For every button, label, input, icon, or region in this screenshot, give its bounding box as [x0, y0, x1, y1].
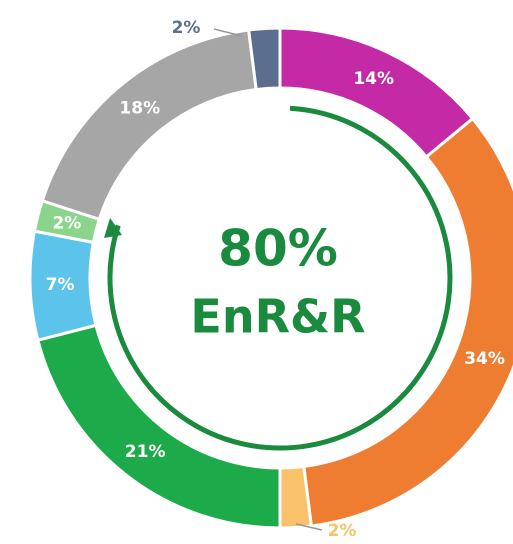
center-value: 80%: [218, 220, 338, 278]
data-label: 2%: [328, 521, 357, 541]
donut-segment: [302, 116, 513, 528]
arrow-arc: [107, 105, 453, 451]
center-label: EnR&R: [190, 290, 365, 344]
data-label: 14%: [353, 69, 394, 89]
progress-arrow: [104, 105, 453, 451]
data-label: 21%: [125, 442, 166, 462]
leader-line: [295, 523, 323, 531]
donut-segment: [246, 26, 282, 92]
data-label: 2%: [172, 18, 201, 38]
donut-segment: [40, 28, 258, 222]
data-label: 18%: [119, 98, 160, 118]
data-label: 34%: [464, 349, 505, 369]
data-label: 7%: [46, 275, 75, 295]
donut-segment: [36, 323, 282, 530]
arrow-head: [104, 218, 122, 238]
data-label: 2%: [52, 213, 81, 233]
leader-line: [213, 28, 243, 37]
